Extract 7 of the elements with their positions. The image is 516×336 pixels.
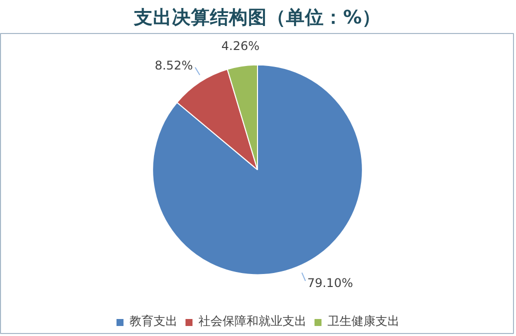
legend-label: 卫生健康支出 <box>328 313 400 330</box>
data-label: 8.52% <box>154 58 193 72</box>
data-label: 4.26% <box>221 39 260 54</box>
legend-label: 教育支出 <box>130 313 178 330</box>
chart-title: 支出决算结构图（单位：%） <box>133 6 381 28</box>
data-label: 79.10% <box>307 276 353 290</box>
legend-label: 社会保障和就业支出 <box>198 313 306 330</box>
